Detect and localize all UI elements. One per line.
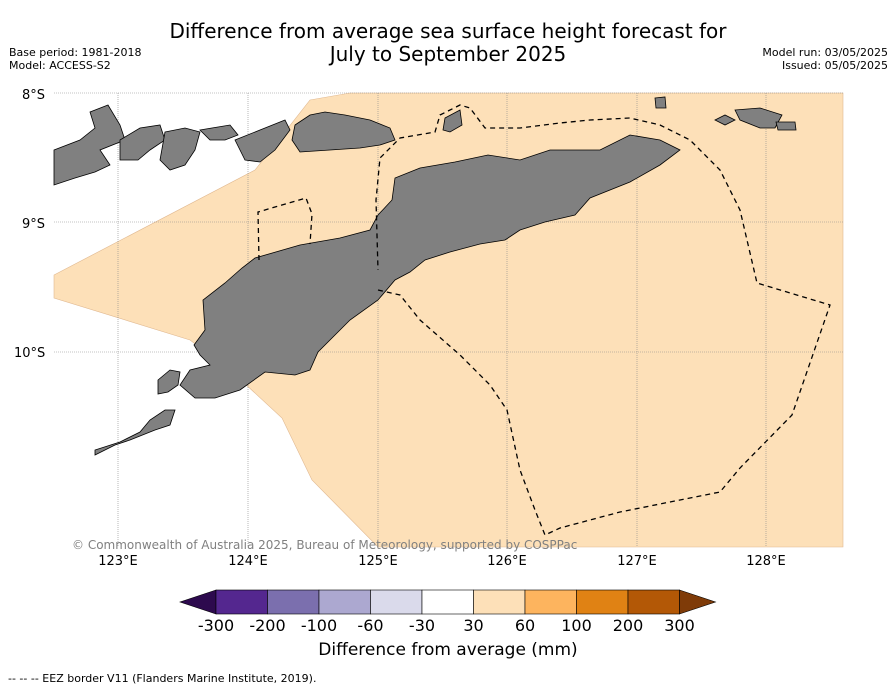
- eez-legend-footer: -- -- -- EEZ border V11 (Flanders Marine…: [8, 672, 317, 685]
- lat-label-10: 10°S: [14, 346, 45, 361]
- colorbar-extend-high: [679, 589, 717, 615]
- colorbar-tick-label: 200: [612, 616, 644, 635]
- colorbar-tick-label: 100: [561, 616, 592, 635]
- alor-island: [53, 104, 126, 186]
- lon-label-128: 128°E: [746, 554, 786, 569]
- colorbar-tick-label: -60: [357, 616, 384, 635]
- colorbar-segment: [318, 589, 371, 615]
- eez-border: [257, 104, 831, 536]
- lat-label-9: 9°S: [22, 217, 45, 232]
- colorbar-tick-label: -300: [197, 616, 235, 635]
- colorbar-tick-label: 60: [514, 616, 536, 635]
- colorbar-tick-label: 30: [463, 616, 484, 635]
- islet-1: [442, 109, 463, 133]
- base-period: Base period: 1981-2018: [9, 46, 142, 59]
- colorbar-segment: [473, 589, 526, 615]
- colorbar-label: Difference from average (mm): [318, 640, 578, 660]
- lon-label-125: 125°E: [358, 554, 398, 569]
- colorbar-segment: [370, 589, 423, 615]
- islet-5: [775, 121, 797, 131]
- timor-island: [179, 134, 681, 399]
- colorbar-segment: [524, 589, 577, 615]
- colorbar-segment: [576, 589, 629, 615]
- lat-axis-labels: 8°S 9°S 10°S: [14, 88, 45, 361]
- colorbar-segment: [627, 589, 680, 615]
- lon-label-123: 123°E: [98, 554, 138, 569]
- colorbar-segment: [421, 589, 474, 615]
- small-island-1: [159, 127, 201, 171]
- colorbar-tick-label: 300: [664, 616, 695, 635]
- atauro-island: [234, 119, 291, 163]
- colorbar-tick-label: -200: [249, 616, 286, 635]
- lon-label-126: 126°E: [487, 554, 527, 569]
- lon-label-127: 127°E: [617, 554, 657, 569]
- rote-island: [157, 369, 181, 395]
- land: [53, 96, 797, 456]
- islet-3: [714, 114, 736, 126]
- colorbar-extend-low: [179, 589, 217, 615]
- copyright-notice: © Commonwealth of Australia 2025, Bureau…: [72, 538, 578, 552]
- meta-left: Base period: 1981-2018 Model: ACCESS-S2: [9, 46, 141, 72]
- colorbar-segment: [215, 589, 268, 615]
- islet-4: [734, 107, 783, 129]
- colorbar: [179, 589, 717, 615]
- title-line-1: Difference from average sea surface heig…: [169, 19, 727, 43]
- lon-axis-labels: 123°E 124°E 125°E 126°E 127°E 128°E: [98, 554, 786, 569]
- colorbar-tick-label: -30: [408, 616, 436, 635]
- anomaly-fill-30-60: [53, 92, 844, 548]
- wetar-island: [291, 111, 396, 153]
- meta-right: Model run: 03/05/2025 Issued: 05/05/2025: [762, 46, 888, 72]
- islet-2: [654, 96, 667, 109]
- sawu-island: [94, 409, 176, 456]
- lon-label-124: 124°E: [228, 554, 268, 569]
- title-line-2: July to September 2025: [329, 42, 567, 66]
- issued-date: Issued: 05/05/2025: [781, 59, 888, 72]
- colorbar-tick-label: -100: [300, 616, 338, 635]
- model-run: Model run: 03/05/2025: [762, 46, 888, 59]
- model-name: Model: ACCESS-S2: [9, 59, 111, 72]
- pantar-island: [119, 124, 166, 161]
- small-island-2: [199, 124, 239, 141]
- colorbar-segment: [267, 589, 320, 615]
- chart-title: Difference from average sea surface heig…: [0, 20, 896, 66]
- lat-label-8: 8°S: [22, 88, 45, 103]
